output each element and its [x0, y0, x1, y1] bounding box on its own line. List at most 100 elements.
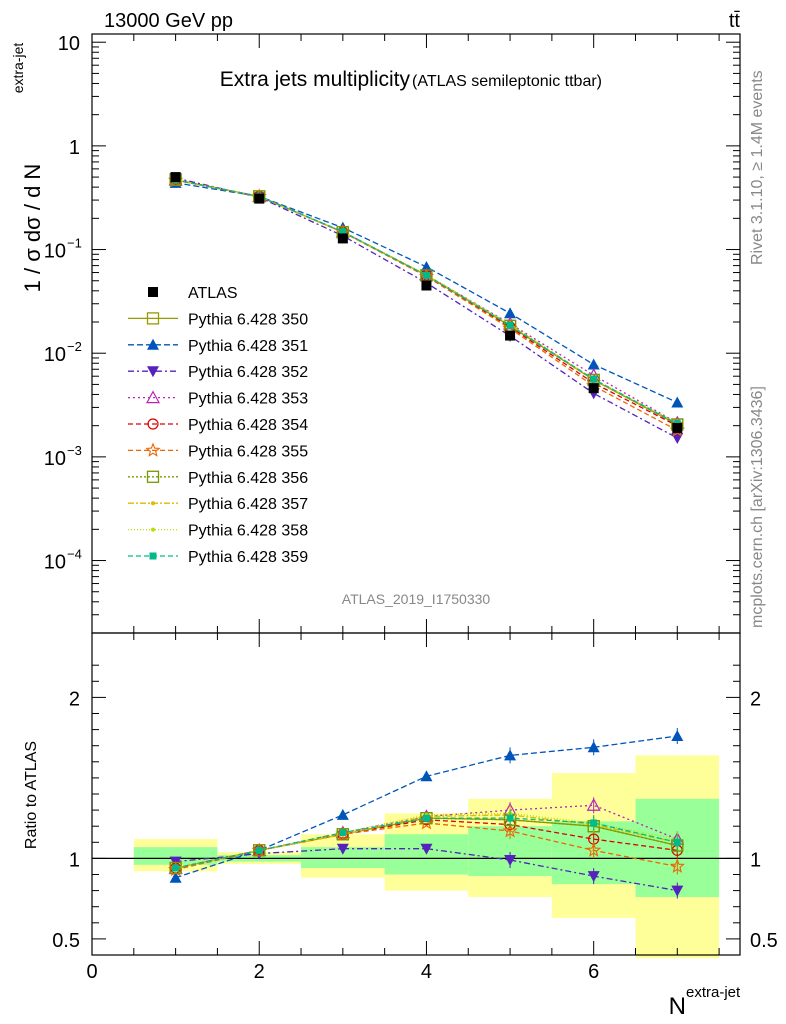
main-series-line-6 — [175, 179, 678, 426]
main-y-axis-label: 1 / σ dσ / d N — [20, 164, 45, 293]
ratio-series-2-point — [420, 843, 433, 855]
header-right: tt̄ — [729, 10, 741, 32]
ratio-series-1-point — [420, 770, 433, 782]
legend-label-atlas: ATLAS — [188, 285, 238, 302]
legend-label-4: Pythia 6.428 354 — [188, 417, 308, 434]
main-y-axis-label-sup: extra-jet — [10, 43, 26, 94]
ratio-series-9-point — [590, 819, 598, 827]
ratio-series-1-point — [336, 808, 349, 820]
main-series-9-point — [506, 322, 514, 330]
legend-label-6: Pythia 6.428 356 — [188, 470, 308, 487]
legend-marker-0 — [146, 312, 160, 325]
ratio-y-axis-label: Ratio to ATLAS — [23, 741, 40, 849]
main-y-tick-label: 10 — [44, 552, 66, 574]
main-series-1-point — [504, 307, 517, 319]
legend-label-3: Pythia 6.428 353 — [188, 391, 308, 408]
x-tick-label: 4 — [421, 961, 432, 983]
main-series-line-8 — [175, 179, 678, 424]
ratio-series-5-point — [418, 814, 435, 830]
atlas-data-point — [421, 280, 432, 291]
main-series-1-point — [587, 358, 600, 370]
main-series-1-point — [420, 260, 433, 272]
main-y-tick-exponent: −2 — [67, 339, 82, 354]
main-y-tick-label: 10 — [44, 448, 66, 470]
main-series-9-point — [339, 228, 347, 236]
atlas-data-point — [254, 193, 265, 204]
main-y-tick-exponent: −4 — [67, 547, 82, 562]
atlas-data-point — [672, 422, 683, 433]
x-tick-label: 6 — [588, 961, 599, 983]
main-series-line-4 — [175, 179, 678, 427]
main-chart-title: Extra jets multiplicity — [220, 68, 411, 91]
legend-atlas-marker — [148, 287, 158, 297]
atlas-data-point — [505, 330, 516, 341]
ratio-series-2-point — [671, 885, 684, 897]
ratio-series-9-point — [422, 814, 430, 822]
ratio-y-tick-label: 0.5 — [52, 930, 80, 952]
main-series-1-point — [671, 396, 684, 408]
legend-marker-6 — [146, 470, 160, 483]
legend-marker-7 — [151, 501, 155, 506]
ratio-y-tick-label-right: 0.5 — [750, 930, 778, 952]
mcplots-label: mcplots.cern.ch [arXiv:1306.3436] — [749, 386, 766, 628]
legend-marker-2 — [147, 366, 159, 378]
atlas-data-point — [337, 233, 348, 244]
watermark: ATLAS_2019_I1750330 — [342, 591, 491, 607]
ratio-series-9-point — [506, 814, 514, 822]
legend-marker-4 — [147, 418, 159, 430]
legend-marker-5 — [145, 442, 161, 457]
ratio-series-9-point — [339, 829, 347, 837]
main-series-line-0 — [175, 179, 678, 426]
legend-marker-9 — [149, 552, 157, 560]
ratio-y-tick-label-right: 2 — [750, 688, 761, 710]
ratio-series-5-point — [335, 826, 351, 841]
ratio-series-9-point — [673, 838, 681, 846]
ratio-series-6-point — [253, 844, 266, 857]
ratio-series-1-point — [671, 730, 684, 742]
legend-label-2: Pythia 6.428 352 — [188, 364, 308, 381]
header-left: 13000 GeV pp — [104, 10, 233, 32]
ratio-series-2-point — [336, 843, 349, 855]
main-series-9-point — [422, 271, 430, 279]
ratio-series-2-point — [587, 871, 600, 883]
main-y-tick-exponent: −1 — [67, 236, 82, 251]
main-y-tick-label: 10 — [44, 344, 66, 366]
x-tick-label: 0 — [86, 961, 97, 983]
main-series-line-3 — [175, 179, 678, 424]
main-series-5-point — [418, 268, 435, 284]
main-series-2-point — [671, 433, 684, 445]
main-y-tick-exponent: −3 — [67, 443, 82, 458]
legend-marker-8 — [151, 527, 155, 532]
atlas-data-point — [588, 383, 599, 394]
legend-label-8: Pythia 6.428 358 — [188, 523, 308, 540]
legend-label-9: Pythia 6.428 359 — [188, 549, 308, 566]
main-plot-frame — [91, 33, 741, 634]
ratio-series-1-point — [587, 741, 600, 753]
main-y-tick-label: 10 — [44, 241, 66, 263]
ratio-series-5-point — [669, 858, 685, 873]
ratio-series-5-point — [586, 842, 602, 857]
ratio-series-9-point — [255, 846, 263, 854]
legend-label-0: Pythia 6.428 350 — [188, 311, 308, 328]
ratio-series-2-point — [504, 855, 517, 867]
legend-marker-1 — [147, 338, 159, 350]
x-axis-label-sup: extra-jet — [686, 984, 741, 1001]
ratio-series-9-point — [172, 864, 180, 872]
x-tick-label: 2 — [254, 961, 265, 983]
x-axis-label: N — [669, 993, 686, 1020]
ratio-band-green-0 — [133, 847, 218, 865]
ratio-y-tick-label-right: 1 — [750, 849, 761, 871]
main-series-line-9 — [175, 179, 678, 425]
legend-marker-3 — [145, 390, 161, 404]
ratio-series-1-point — [169, 871, 182, 883]
main-series-9-point — [590, 375, 598, 383]
main-chart-subtitle: (ATLAS semileptonic ttbar) — [412, 73, 602, 90]
ratio-series-1-point — [504, 749, 517, 761]
main-y-tick-label: 1 — [69, 137, 80, 159]
legend-label-5: Pythia 6.428 355 — [188, 443, 308, 460]
ratio-y-tick-label: 1 — [69, 849, 80, 871]
ratio-series-5-point — [502, 822, 518, 838]
legend-label-7: Pythia 6.428 357 — [188, 496, 308, 513]
ratio-band-green-2 — [301, 847, 385, 869]
